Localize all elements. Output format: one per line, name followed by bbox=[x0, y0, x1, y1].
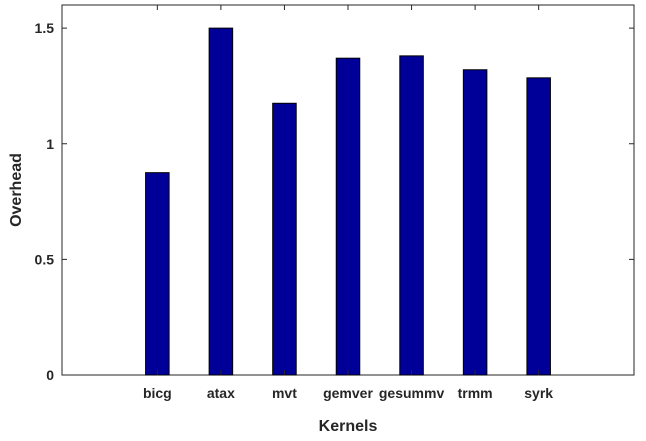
y-axis-ticks: 0 0.5 1 1.5 bbox=[35, 20, 634, 383]
y-tick-label: 1.5 bbox=[35, 20, 55, 36]
y-tick-label: 1 bbox=[46, 136, 54, 152]
bar-syrk bbox=[526, 77, 551, 376]
x-axis-label: Kernels bbox=[319, 418, 378, 435]
bar-gemver bbox=[335, 57, 361, 376]
x-tick-label-bicg: bicg bbox=[143, 385, 172, 401]
y-axis-label: Overhead bbox=[8, 153, 25, 227]
x-tick-label-syrk: syrk bbox=[524, 385, 553, 401]
y-tick-label: 0.5 bbox=[35, 251, 55, 267]
y-tick-label: 0 bbox=[46, 367, 54, 383]
bar-gesummv bbox=[399, 55, 424, 376]
bar-trmm bbox=[462, 69, 488, 376]
x-tick-label-gemver: gemver bbox=[323, 385, 373, 401]
bar-bicg bbox=[145, 172, 170, 376]
x-tick-label-trmm: trmm bbox=[458, 385, 493, 401]
bars bbox=[145, 27, 551, 376]
x-tick-label-gesummv: gesummv bbox=[379, 385, 445, 401]
x-tick-label-atax: atax bbox=[207, 385, 235, 401]
x-axis-ticks: bicg atax mvt gemver gesummv trmm syrk bbox=[143, 5, 553, 401]
bar-mvt bbox=[272, 102, 297, 376]
bar-atax bbox=[208, 27, 234, 376]
x-tick-label-mvt: mvt bbox=[272, 385, 297, 401]
